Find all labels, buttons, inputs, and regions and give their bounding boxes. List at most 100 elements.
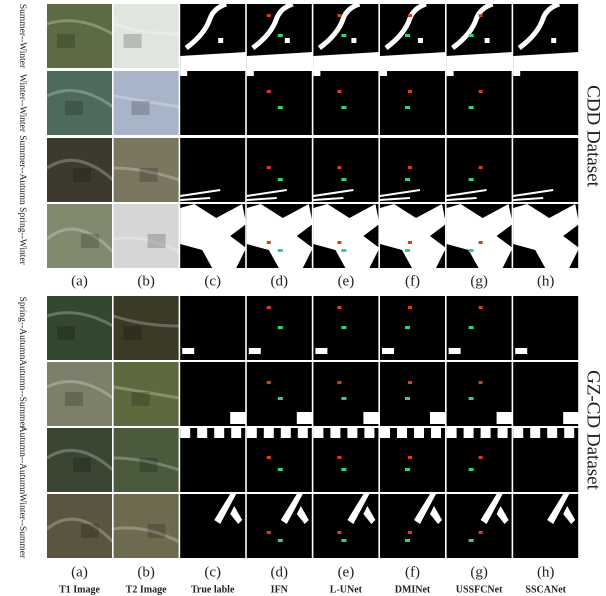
error-fn: [405, 539, 410, 542]
error-fn: [405, 34, 410, 37]
error-fn: [341, 326, 346, 329]
column-letter: (c): [204, 273, 221, 289]
error-fp: [267, 381, 271, 384]
error-fn: [341, 34, 346, 37]
photo-texture: [124, 326, 142, 340]
error-fn: [405, 249, 410, 252]
photo-texture: [73, 168, 91, 182]
mask-shape: [214, 428, 224, 438]
column-letter: (a): [71, 564, 88, 580]
column-name: True lable: [191, 584, 235, 595]
error-fp: [337, 90, 341, 93]
mask-shape: [313, 71, 320, 76]
error-fn: [341, 539, 346, 542]
column-letter: (b): [137, 564, 155, 580]
image-cell: [180, 204, 246, 268]
image-cell: [380, 4, 446, 68]
image-cell: [180, 494, 245, 558]
image-cell: [247, 494, 312, 558]
image-cell: [180, 428, 245, 492]
mask-bg: [247, 71, 312, 135]
image-cell: [313, 428, 378, 492]
mask-shape: [230, 412, 246, 424]
image-cell: [114, 204, 180, 268]
error-fp: [479, 241, 483, 244]
image-cell: [513, 494, 578, 558]
error-fp: [479, 381, 483, 384]
mask-shape: [382, 348, 394, 354]
error-fn: [341, 106, 346, 109]
mask-shape: [430, 412, 446, 424]
mask-shape: [380, 428, 390, 438]
error-fp: [337, 456, 341, 459]
image-cell: [247, 138, 312, 202]
mask-shape: [485, 38, 490, 43]
mask-shape: [180, 71, 187, 76]
mask-shape: [563, 412, 579, 424]
mask-shape: [497, 412, 513, 424]
mask-bg: [180, 494, 245, 558]
image-cell: [247, 204, 313, 268]
error-fn: [405, 468, 410, 471]
mask-shape: [530, 428, 540, 438]
column-name: IFN: [271, 584, 289, 595]
row-label: Autumn--Summer: [17, 359, 27, 429]
error-fp: [267, 14, 271, 17]
mask-shape: [551, 38, 556, 43]
image-cell: [114, 4, 180, 68]
column-name: DMINet: [395, 584, 431, 595]
error-fp: [479, 14, 483, 17]
mask-bg: [513, 138, 578, 202]
mask-shape: [547, 428, 557, 438]
photo-texture: [148, 524, 166, 538]
image-cell: [247, 71, 312, 135]
image-cell: [47, 362, 113, 426]
image-cell: [47, 204, 113, 268]
mask-shape: [513, 71, 520, 76]
photo: [47, 204, 112, 268]
mask-shape: [515, 348, 527, 354]
mask-bg: [313, 138, 378, 202]
mask-shape: [447, 71, 454, 76]
photo-texture: [148, 234, 166, 248]
photo-texture: [65, 101, 83, 115]
mask-bg: [313, 71, 378, 135]
column-name: USSFCNet: [456, 584, 503, 595]
dataset-label: GZ-CD Dataset: [583, 370, 604, 490]
mask-shape: [264, 428, 274, 438]
mask-shape: [481, 428, 491, 438]
mask-shape: [247, 428, 257, 438]
error-fn: [405, 106, 410, 109]
image-cell: [513, 4, 579, 68]
photo: [47, 296, 112, 360]
photo-texture: [132, 101, 150, 115]
error-fn: [341, 249, 346, 252]
error-fp: [337, 306, 341, 309]
image-cell: [313, 204, 379, 268]
error-fp: [267, 531, 271, 534]
error-fp: [479, 531, 483, 534]
column-name: SSCANet: [525, 584, 566, 595]
error-fp: [479, 90, 483, 93]
error-fp: [408, 241, 412, 244]
mask-shape: [298, 428, 308, 438]
image-cell: [380, 362, 446, 426]
image-cell: [380, 296, 445, 360]
photo: [47, 494, 112, 558]
mask-shape: [380, 71, 387, 76]
error-fp: [267, 241, 271, 244]
error-fn: [278, 178, 283, 181]
error-fn: [341, 397, 346, 400]
mask-shape: [297, 412, 313, 424]
image-cell: [447, 296, 512, 360]
photo: [47, 4, 112, 68]
mask-shape: [197, 428, 207, 438]
error-fp: [479, 166, 483, 169]
mask-bg: [380, 494, 445, 558]
mask-shape: [231, 428, 241, 438]
image-cell: [247, 362, 313, 426]
mask-shape: [218, 38, 223, 43]
image-cell: [313, 362, 379, 426]
image-cell: [447, 428, 512, 492]
image-cell: [114, 428, 180, 492]
